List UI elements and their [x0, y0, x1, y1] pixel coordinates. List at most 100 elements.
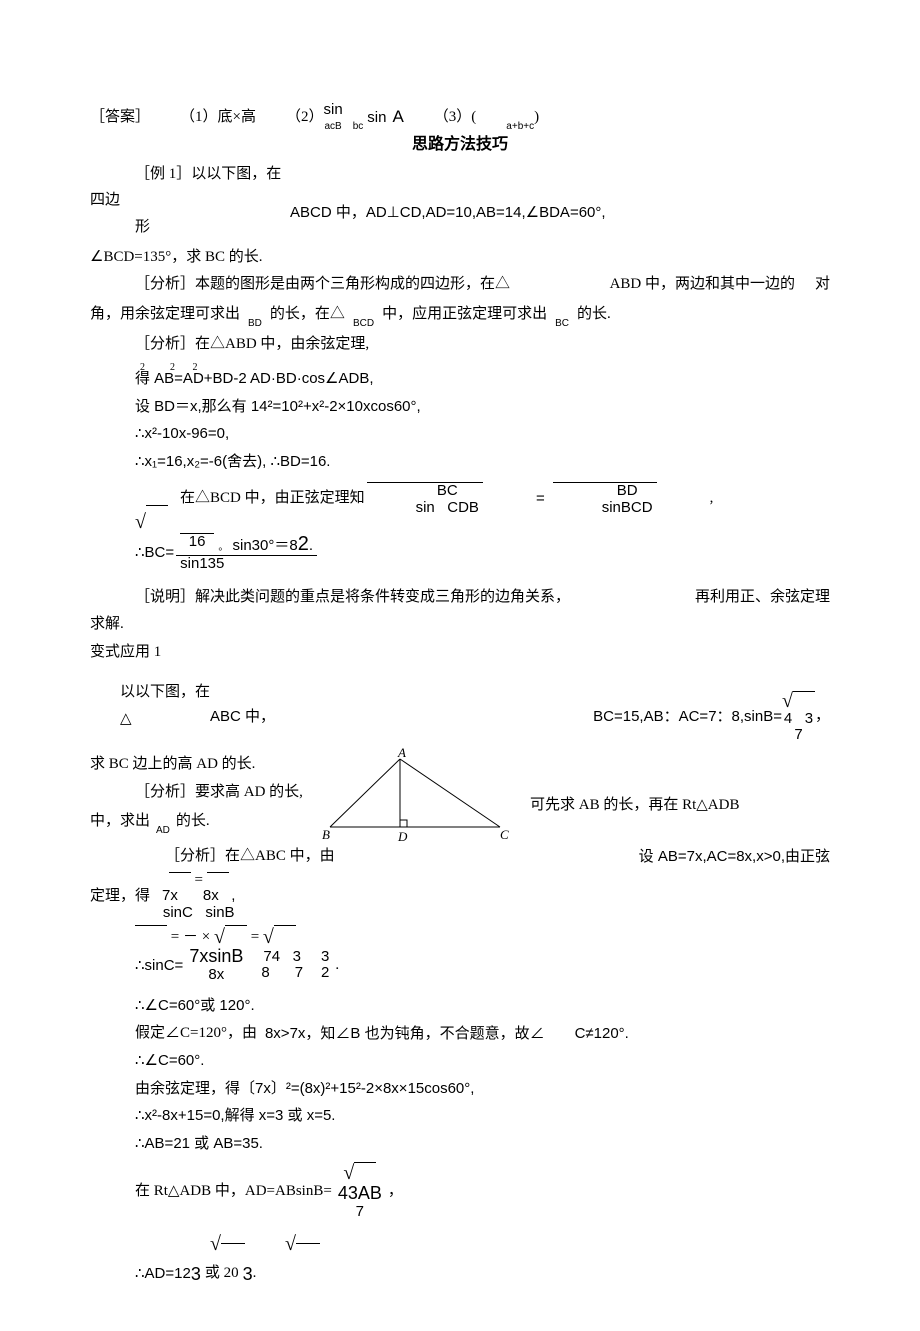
answer-p1-label: （1）	[180, 105, 218, 131]
ex1-d-dot: .	[309, 537, 313, 554]
ex2-a1b: 可先求 AB 的长，再在 Rt△ADB	[530, 793, 830, 819]
ex2-b2a: 定理，得	[90, 884, 150, 910]
ex1-comma: ,	[665, 486, 714, 512]
ex2-c-n2: 74 3	[257, 949, 307, 966]
svg-text:D: D	[397, 829, 408, 842]
ex1-d-mid: sin30°＝8	[232, 537, 297, 554]
ex1-d-big: 2	[298, 533, 309, 555]
ex2-l1b: △	[90, 707, 210, 733]
svg-text:C: C	[500, 827, 509, 842]
answer-p2-sin1: sin	[324, 101, 343, 118]
sqrt-icon-2: √	[782, 691, 793, 711]
ex1-a2a: 角，用余弦定理可求出	[90, 302, 240, 328]
ex2-b1b: 设 AB=7x,AC=8x,x>0,由正弦	[639, 844, 830, 870]
ex2-e-row: 在 Rt△ADB 中，AD=ABsinB= √ 43AB 7 ，	[135, 1162, 830, 1220]
method-title: 思路方法技巧	[90, 131, 830, 158]
ex1-head: ［例 1］以以下图，在四边	[90, 162, 290, 213]
ex2-e-comma: ，	[388, 1179, 403, 1205]
ex1-a2d: 的长.	[577, 302, 611, 328]
ex1-a1a: ［分析］本题的图形是由两个三角形构成的四边形，在△	[90, 272, 510, 298]
ex2-b2-row: 定理，得 = 7x 8x , sinC sinB	[90, 872, 830, 922]
sqrt-icon-4: √	[263, 925, 274, 949]
ex2-f1d: 7	[794, 726, 802, 743]
svg-text:B: B	[322, 827, 330, 842]
ex1-b1: ［分析］在△ABD 中，由余弦定理,	[90, 332, 830, 358]
answer-p2-label: （2）	[286, 105, 324, 131]
ex1-b4: ∴x²-10x-96=0,	[90, 421, 830, 447]
ex2-l1a: 以以下图，在	[90, 680, 210, 706]
ex2-d2b: 8x>7x，知∠B 也为钝角，不合题意，故∠	[265, 1021, 545, 1047]
sqrt-icon-7: √	[285, 1227, 296, 1261]
ex2-c-d3: 2	[317, 965, 333, 982]
ex1-head3: ABCD 中，AD⊥CD,AD=10,AB=14,∠BDA=60°,	[290, 200, 830, 226]
ex2-l1-row: 以以下图，在 △ ABC 中， BC=15,AB：AC=7：8,sinB= √ …	[90, 667, 830, 745]
frac-d: 16 。 sin30°＝82. sin135	[176, 533, 317, 573]
ex2-e-den: 7	[334, 1204, 386, 1221]
ex2-f-sqrt: √ √	[210, 1227, 830, 1261]
ex2-l1c: ABC 中，	[210, 704, 300, 730]
answer-p2-sin2: sin	[367, 105, 386, 131]
ex2-l1d: BC=15,AB：AC=7：8,sinB=	[593, 704, 782, 730]
ex2-a2a: 中，求出	[90, 809, 150, 835]
variant-title: 变式应用 1	[90, 640, 830, 666]
answer-line: ［答案］ （1） 底×高 （2） sin acB bc sin A （3）( a…	[90, 102, 830, 133]
ex1-head2: 形	[90, 215, 290, 241]
ex2-sinB: sinB	[205, 904, 234, 921]
sqrt-icon-5: √	[343, 1162, 354, 1184]
sqrt-icon-6: √	[210, 1227, 221, 1261]
answer-p3-close: )	[534, 105, 539, 131]
ex1-d-den: sin135	[176, 556, 317, 573]
ex2-epre: 在 Rt△ADB 中，AD=ABsinB=	[135, 1179, 332, 1205]
ex2-b1a: ［分析］在△ABC 中，由	[90, 844, 335, 870]
ex2-a1a: ［分析］要求高 AD 的长,	[90, 780, 303, 806]
ex2-e-big: 43AB	[334, 1184, 386, 1204]
ex1-a2c: 中，应用正弦定理可求出	[382, 302, 547, 328]
ex2-d5: ∴x²-8x+15=0,解得 x=3 或 x=5.	[90, 1103, 830, 1129]
ex1-a2b: 的长，在△	[270, 302, 345, 328]
ex2-d2-row: 假定∠C=120°，由 8x>7x，知∠B 也为钝角，不合题意，故∠ C≠120…	[135, 1021, 830, 1047]
ex1-c1: 在△BCD 中，由正弦定理知	[135, 486, 365, 512]
triangle-diagram: A B D C	[320, 747, 510, 842]
ex2-f-row: ∴AD=12 3 或 20 3 .	[135, 1259, 830, 1290]
ex2-d2c: C≠120°.	[575, 1021, 629, 1047]
ex1-sinBCD: sinBCD	[553, 500, 657, 517]
ex1-sinCDB: sin CDB	[367, 500, 483, 517]
ex1-l2: ∠BCD=135°，求 BC 的长.	[90, 245, 830, 271]
ex2-c-n3: 3	[317, 949, 333, 966]
ex1-bc: BC	[367, 482, 483, 500]
ex2-d1: ∴∠C=60°或 120°.	[90, 993, 830, 1019]
ex2-a2b: 的长.	[176, 809, 210, 835]
frac-c2: 74 3 8 7	[257, 949, 307, 982]
ex2-d4: 由余弦定理，得〔7x〕²=(8x)²+15²-2×8x×15cos60°,	[90, 1076, 830, 1102]
ex1-a1c: 对	[815, 272, 830, 298]
ex2-c-row2: ∴sinC= 7xsinB 8x 74 3 8 7 3 2 .	[135, 947, 830, 983]
frac-bc: BC sin CDB	[367, 482, 483, 516]
ex1-e3: 求解.	[90, 612, 830, 638]
answer-p1-text: 底×高	[218, 105, 256, 131]
triangle-row: 求 BC 边上的高 AD 的长. ［分析］要求高 AD 的长, 中，求出 AD …	[90, 747, 830, 842]
ex1-dpre: ∴BC=	[135, 540, 174, 566]
answer-p2-A: A	[392, 103, 403, 132]
ex2-f1n: 4 3	[784, 710, 813, 727]
answer-label: ［答案］	[90, 105, 150, 131]
frac-c3: 3 2	[317, 949, 333, 982]
ex1-a1-row: ［分析］本题的图形是由两个三角形构成的四边形，在△ ABD 中，两边和其中一边的…	[90, 272, 830, 298]
ex1-head-row: ［例 1］以以下图，在四边 形 ABCD 中，AD⊥CD,AD=10,AB=14…	[90, 160, 830, 243]
ex2-for: 或 20	[205, 1261, 239, 1287]
ex2-fpre: ∴AD=12	[135, 1261, 191, 1287]
ex2-cpre: ∴sinC=	[135, 953, 183, 979]
ex2-d6: ∴AB=21 或 AB=35.	[90, 1131, 830, 1157]
ex2-l2: 求 BC 边上的高 AD 的长.	[90, 752, 320, 778]
ex1-b2: 得 AB=AD+BD-2 AD·BD·cos∠ADB,	[90, 366, 830, 392]
ex2-7x: 7x	[162, 887, 178, 904]
ex2-fmid: 3	[191, 1259, 201, 1290]
answer-p2-sub1: acB	[324, 121, 341, 132]
ex1-c-row: 在△BCD 中，由正弦定理知 BC sin CDB = BD sinBCD ,	[135, 482, 830, 516]
ex1-a2-row: 角，用余弦定理可求出 BD 的长，在△ BCD 中，应用正弦定理可求出 BC 的…	[90, 300, 830, 330]
ex2-c-d2: 8 7	[257, 965, 307, 982]
ex1-eq: =	[491, 486, 545, 512]
frac-7x: = 7x 8x , sinC sinB	[158, 872, 239, 922]
ex2-sinC: sinC	[163, 904, 193, 921]
ex2-8x: 8x	[203, 887, 219, 904]
ex2-c-d1: 8x	[185, 967, 247, 984]
